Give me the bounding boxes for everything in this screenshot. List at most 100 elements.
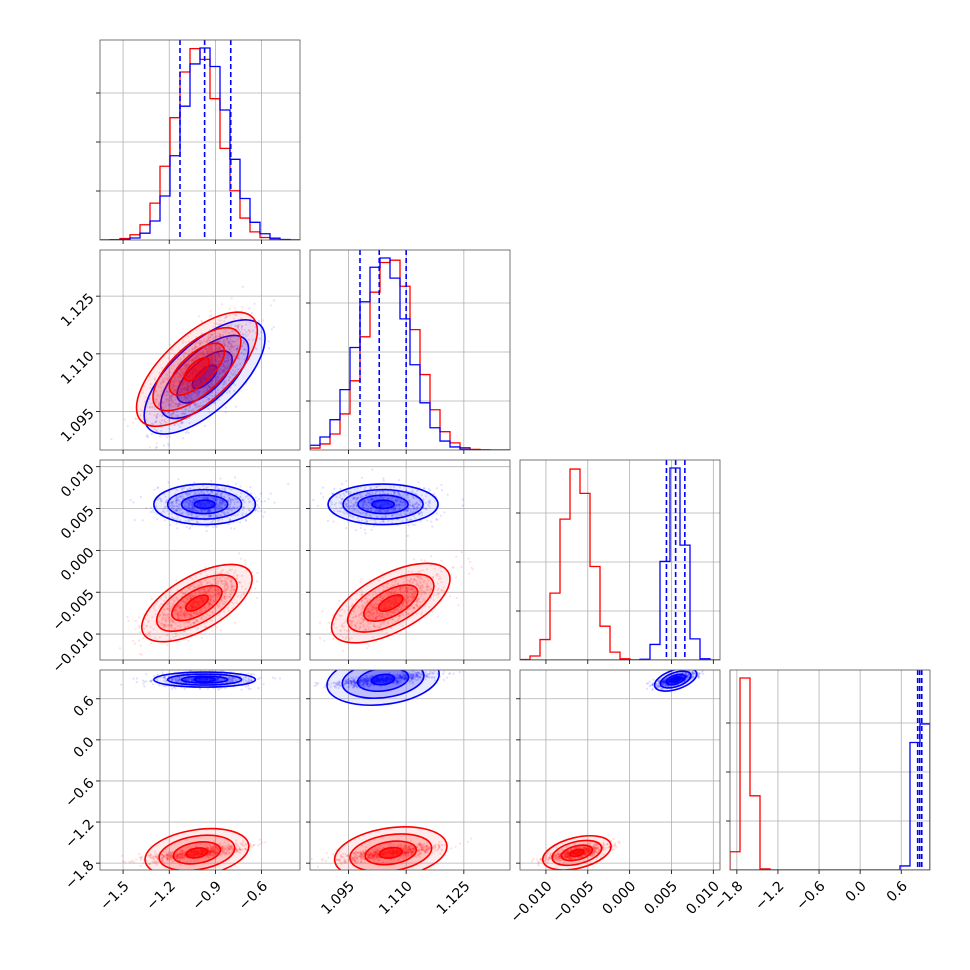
sample-point (156, 412, 159, 416)
sample-point (162, 507, 165, 510)
sample-point (187, 393, 190, 396)
sample-point (271, 676, 274, 679)
sample-point (171, 348, 174, 352)
sample-point (228, 332, 231, 335)
sample-point (158, 395, 162, 398)
sample-point (208, 345, 211, 348)
sample-point (210, 362, 213, 365)
sample-point (182, 412, 186, 415)
sample-point (126, 424, 129, 428)
sample-point (207, 509, 210, 512)
sample-point (187, 353, 190, 356)
sample-point (184, 352, 187, 355)
sample-point (196, 339, 199, 342)
sample-point (194, 351, 197, 354)
sample-point (151, 406, 154, 409)
sample-point (180, 390, 183, 393)
sample-point (182, 351, 185, 355)
sample-point (177, 414, 180, 417)
sample-point (185, 510, 188, 514)
sample-point (224, 493, 227, 496)
sample-point (213, 497, 216, 500)
sample-point (177, 376, 180, 379)
sample-point (213, 349, 216, 353)
sample-point (139, 631, 142, 634)
sample-point (237, 552, 241, 555)
sample-point (155, 415, 158, 419)
y-tick-label-3: 0.005 (58, 503, 98, 543)
sample-point (169, 343, 172, 346)
sample-point (213, 394, 216, 397)
sample-point (182, 387, 185, 390)
sample-point (158, 402, 161, 405)
sample-point (193, 347, 197, 350)
sample-point (224, 504, 227, 507)
sample-point (139, 408, 143, 411)
sample-point (161, 401, 164, 404)
sample-point (191, 382, 194, 385)
sample-point (256, 504, 259, 507)
sample-point (209, 368, 212, 371)
sample-point (197, 389, 200, 392)
sample-point (191, 502, 194, 505)
sample-point (223, 380, 226, 383)
sample-point (215, 485, 218, 488)
sample-point (216, 348, 219, 352)
sample-point (224, 343, 227, 346)
sample-point (191, 501, 194, 504)
sample-point (174, 402, 178, 405)
sample-point (247, 333, 250, 336)
sample-point (216, 507, 219, 510)
sample-point (145, 405, 148, 409)
sample-point (198, 342, 201, 345)
sample-point (198, 342, 201, 345)
sample-point (243, 328, 246, 331)
sample-point (235, 506, 238, 509)
sample-point (187, 396, 190, 400)
sample-point (241, 332, 244, 335)
sample-point (172, 507, 175, 510)
sample-point (219, 337, 222, 340)
sample-point (179, 495, 182, 498)
sample-point (146, 436, 150, 439)
y-tick-label-2: 0.000 (58, 545, 98, 585)
sample-point (165, 498, 168, 501)
sample-point (164, 506, 167, 509)
sample-point (132, 421, 135, 424)
sample-point (217, 375, 220, 378)
sample-point (193, 391, 197, 394)
sample-point (248, 329, 251, 332)
sample-point (210, 344, 213, 347)
sample-point (153, 408, 156, 411)
sample-point (178, 402, 182, 406)
sample-point (209, 354, 212, 357)
sample-point (135, 858, 138, 861)
sample-point (224, 487, 227, 490)
sample-point (232, 355, 235, 358)
sample-point (181, 512, 184, 515)
sample-point (153, 428, 156, 431)
sample-point (220, 349, 223, 352)
sample-point (207, 510, 210, 513)
sample-point (188, 386, 191, 389)
sample-point (159, 402, 162, 405)
sample-point (170, 403, 173, 406)
sample-point (185, 383, 188, 386)
sample-point (211, 395, 214, 398)
sample-point (219, 368, 222, 371)
sample-point (224, 344, 227, 347)
sample-point (187, 501, 190, 505)
sample-point (178, 380, 182, 383)
sample-point (186, 364, 189, 367)
sample-point (222, 511, 225, 514)
sample-point (215, 347, 218, 350)
sample-point (164, 388, 167, 391)
sample-point (218, 688, 221, 691)
sample-point (196, 382, 199, 385)
sample-point (169, 397, 172, 400)
sample-point (200, 404, 204, 407)
sample-point (178, 403, 181, 406)
sample-point (245, 323, 248, 326)
sample-point (178, 380, 181, 383)
sample-point (188, 406, 191, 409)
